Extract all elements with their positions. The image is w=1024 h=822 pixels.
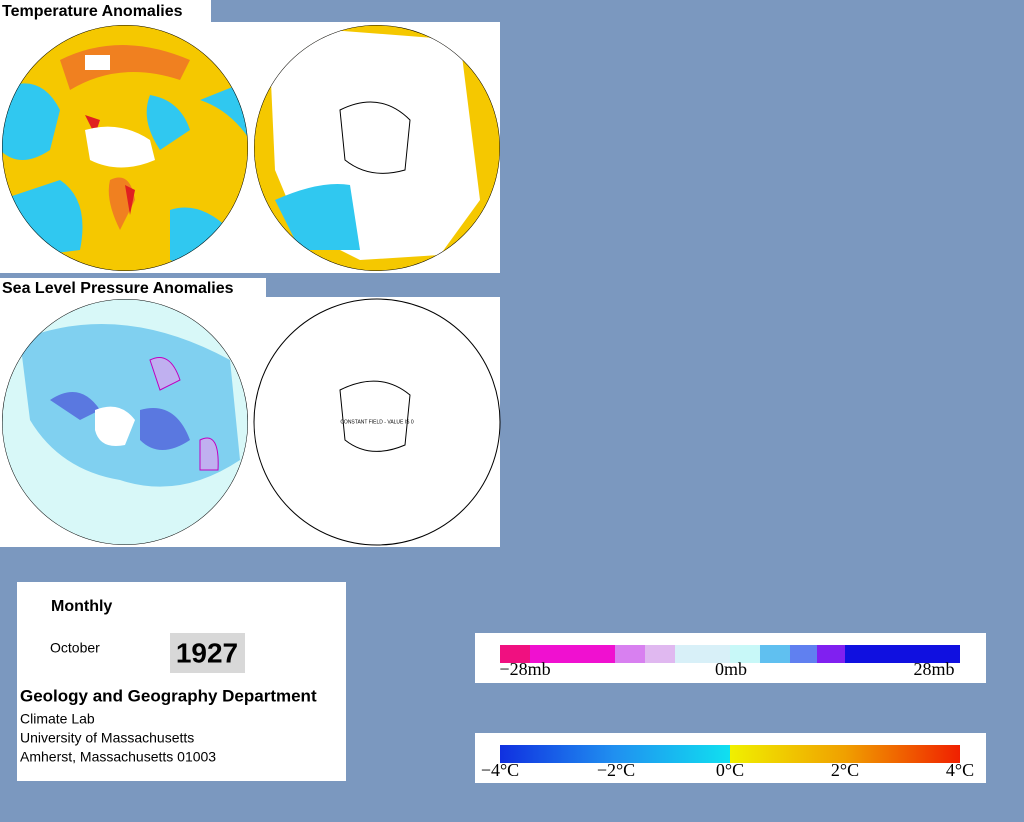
map-note: CONSTANT FIELD - VALUE IS 0 [340,419,414,425]
address: Amherst, Massachusetts 01003 [20,749,216,765]
department: Geology and Geography Department [20,686,317,705]
section-title: Sea Level Pressure Anomalies [2,280,234,297]
scale-label: −2°C [597,760,635,780]
scale-label: −28mb [499,659,550,679]
title-bg [0,278,266,298]
university: University of Massachusetts [20,730,194,746]
temperature-colorbar [500,745,960,763]
info-panel [17,582,346,781]
south-pressure-map: CONSTANT FIELD - VALUE IS 0 [253,298,501,546]
north-pressure-map [2,299,248,545]
scale-label: −4°C [481,760,519,780]
scale-label: 28mb [913,659,954,679]
year-bg [170,633,245,673]
year: 1927 [176,637,238,668]
month: October [50,640,100,656]
scale-label: 4°C [946,760,974,780]
south-temp-map [254,25,500,271]
scale-label: 0°C [716,760,744,780]
title-bg [0,0,211,22]
period: Monthly [51,598,112,615]
pressure-colorbar [500,645,960,663]
north-temp-map [2,25,248,271]
lab: Climate Lab [20,711,95,727]
scale-label: 2°C [831,760,859,780]
section-title: Temperature Anomalies [2,3,183,20]
scale-label: 0mb [715,659,747,679]
